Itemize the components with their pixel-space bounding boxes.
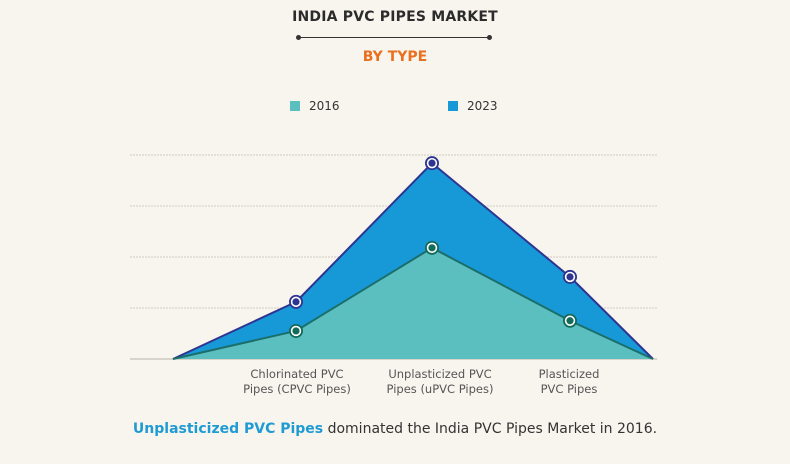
summary-rest: dominated the India PVC Pipes Market in … — [323, 421, 658, 437]
marker-2016-2 — [425, 240, 439, 255]
x-tick-label-upvc-line2: Pipes (uPVC Pipes) — [386, 382, 494, 396]
legend-label-2023: 2023 — [467, 99, 498, 113]
legend-label-2016: 2016 — [309, 99, 340, 113]
summary-highlight: Unplasticized PVC Pipes — [132, 421, 324, 437]
x-tick-label-upvc-line1: Unplasticized PVC — [388, 367, 492, 381]
marker-2023-1 — [289, 294, 303, 309]
area-2016 — [173, 247, 653, 359]
marker-2016-3 — [563, 313, 577, 328]
marker-2023-2 — [425, 156, 439, 171]
marker-dot — [566, 317, 574, 325]
marker-dot — [428, 159, 436, 167]
legend-item-2023: 2023 — [448, 99, 498, 113]
chart-title: INDIA PVC PIPES MARKET — [292, 9, 498, 25]
x-tick-label-plasticized: Plasticized PVC Pipes — [499, 367, 639, 397]
marker-2023-3 — [563, 269, 577, 284]
summary-text: Unplasticized PVC Pipes dominated the In… — [0, 421, 790, 437]
marker-dot — [292, 327, 300, 335]
x-tick-label-plasticized-line2: PVC Pipes — [540, 382, 598, 396]
x-tick-label-cpvc: Chlorinated PVC Pipes (CPVC Pipes) — [227, 367, 367, 397]
legend-swatch-2023 — [448, 101, 458, 111]
x-tick-label-upvc: Unplasticized PVC Pipes (uPVC Pipes) — [370, 367, 510, 397]
marker-2016-1 — [289, 323, 303, 338]
x-tick-label-cpvc-line1: Chlorinated PVC — [250, 367, 344, 381]
chart-subtitle: BY TYPE — [362, 49, 428, 65]
marker-dot — [428, 244, 436, 252]
legend-item-2016: 2016 — [290, 99, 340, 113]
x-tick-label-cpvc-line2: Pipes (CPVC Pipes) — [243, 382, 351, 396]
x-tick-label-plasticized-line1: Plasticized — [538, 367, 600, 381]
legend-swatch-2016 — [290, 101, 300, 111]
title-divider — [296, 35, 492, 40]
marker-dot — [566, 273, 574, 281]
marker-dot — [292, 298, 300, 306]
